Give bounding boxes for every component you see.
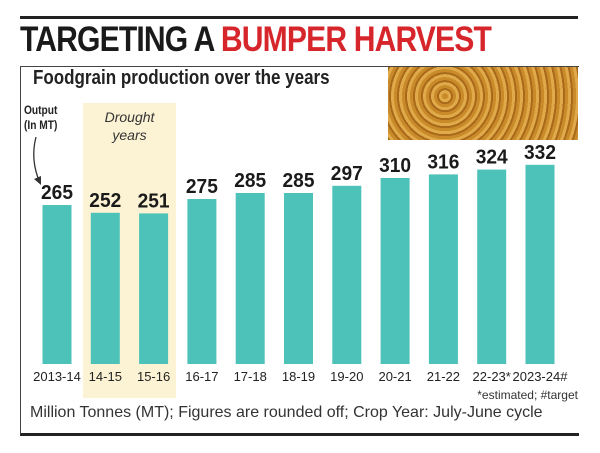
output-label: Output (In MT) [24,103,57,133]
bar-17-18 [235,193,265,364]
value-label: 332 [524,142,556,164]
value-label: 251 [138,190,170,212]
category-label: 15-16 [137,369,170,384]
footnote: *estimated; #target [477,388,578,402]
value-label: 316 [427,151,459,173]
drought-label-line1: Drought [104,109,155,125]
value-label: 310 [379,155,411,177]
category-label: 2013-14 [33,369,81,384]
arrow-icon [33,136,41,185]
bar-15-16 [139,213,169,364]
category-label: 17-18 [234,369,267,384]
value-label: 324 [476,147,509,169]
value-label: 285 [234,170,266,192]
bar-18-19 [284,193,313,364]
caption: Million Tonnes (MT); Figures are rounded… [30,404,543,421]
output-label-line2: (In MT) [24,118,58,132]
headline-part1: TARGETING A [20,20,221,59]
bar-21-22 [428,174,458,364]
category-label: 18-19 [282,369,315,384]
bar-22-23* [477,169,507,364]
category-label: 21-22 [427,369,460,384]
category-label: 19-20 [330,369,363,384]
value-label: 285 [283,170,315,192]
value-label: 297 [331,163,363,185]
value-label: 252 [89,190,121,212]
output-label-line1: Output [24,103,58,117]
drought-label-line2: years [112,127,147,143]
top-rule [20,16,578,19]
drought-label: Drought years [83,108,176,144]
chart-subtitle: Foodgrain production over the years [33,67,330,89]
value-label: 275 [186,176,218,198]
value-label: 265 [41,182,73,204]
chart-frame [20,66,579,436]
headline-part2: BUMPER HARVEST [220,20,492,59]
bar-2013-14 [42,205,72,364]
bar-16-17 [187,199,217,364]
bar-20-21 [380,178,410,364]
category-label: 2023-24# [513,369,569,384]
bar-2023-24# [525,164,555,364]
bar-19-20 [332,185,362,364]
category-label: 20-21 [378,369,411,384]
headline: TARGETING A BUMPER HARVEST [20,20,492,60]
category-label: 16-17 [185,369,218,384]
category-label: 14-15 [89,369,122,384]
category-label: 22-23* [473,369,511,384]
bar-14-15 [90,212,120,364]
grain-image [388,67,578,140]
